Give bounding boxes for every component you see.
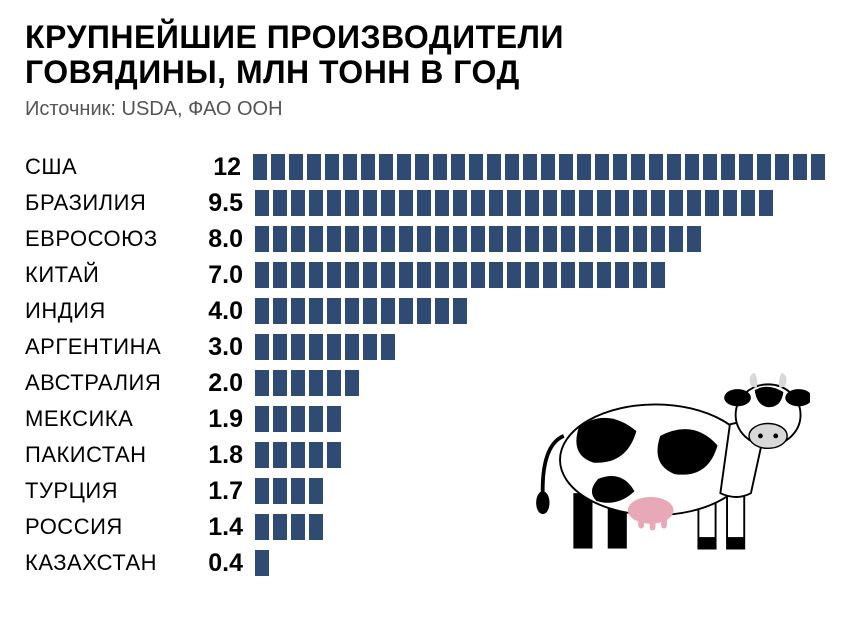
bar-row: БРАЗИЛИЯ9.5 <box>25 185 825 221</box>
bar-segments <box>255 298 467 324</box>
value-label: 2.0 <box>185 369 255 398</box>
country-label: РОССИЯ <box>25 514 185 540</box>
value-label: 7.0 <box>185 261 255 290</box>
country-label: ТУРЦИЯ <box>25 478 185 504</box>
bar-segments <box>255 478 323 504</box>
chart-title: КРУПНЕЙШИЕ ПРОИЗВОДИТЕЛИ ГОВЯДИНЫ, МЛН Т… <box>25 20 825 90</box>
country-label: АРГЕНТИНА <box>25 334 185 360</box>
bar-segments <box>255 514 323 540</box>
bar-segments <box>253 154 825 180</box>
country-label: ЕВРОСОЮЗ <box>25 226 185 252</box>
country-label: ПАКИСТАН <box>25 442 185 468</box>
value-label: 9.5 <box>185 189 255 218</box>
bar-segments <box>255 226 701 252</box>
value-label: 12 <box>184 153 253 182</box>
chart-source: Источник: USDA, ФАО ООН <box>25 98 825 121</box>
bar-row: КИТАЙ7.0 <box>25 257 825 293</box>
cow-illustration <box>520 350 810 560</box>
bar-segments <box>255 190 773 216</box>
country-label: АВСТРАЛИЯ <box>25 370 185 396</box>
bar-row: США12 <box>25 149 825 185</box>
value-label: 1.7 <box>185 477 255 506</box>
country-label: США <box>25 154 184 180</box>
bar-segments <box>255 370 359 396</box>
bar-segments <box>255 262 665 288</box>
bar-row: ЕВРОСОЮЗ8.0 <box>25 221 825 257</box>
bar-row: ИНДИЯ4.0 <box>25 293 825 329</box>
value-label: 1.8 <box>185 441 255 470</box>
bar-segments <box>255 442 341 468</box>
value-label: 4.0 <box>185 297 255 326</box>
country-label: БРАЗИЛИЯ <box>25 190 185 216</box>
country-label: КАЗАХСТАН <box>25 550 185 576</box>
value-label: 8.0 <box>185 225 255 254</box>
value-label: 3.0 <box>185 333 255 362</box>
country-label: ИНДИЯ <box>25 298 185 324</box>
value-label: 1.9 <box>185 405 255 434</box>
value-label: 0.4 <box>185 549 255 578</box>
country-label: МЕКСИКА <box>25 406 185 432</box>
bar-segments <box>255 334 395 360</box>
title-line-2: ГОВЯДИНЫ, МЛН ТОНН В ГОД <box>25 55 825 90</box>
title-line-1: КРУПНЕЙШИЕ ПРОИЗВОДИТЕЛИ <box>25 20 825 55</box>
country-label: КИТАЙ <box>25 262 185 288</box>
bar-segments <box>255 550 269 576</box>
value-label: 1.4 <box>185 513 255 542</box>
bar-segments <box>255 406 341 432</box>
